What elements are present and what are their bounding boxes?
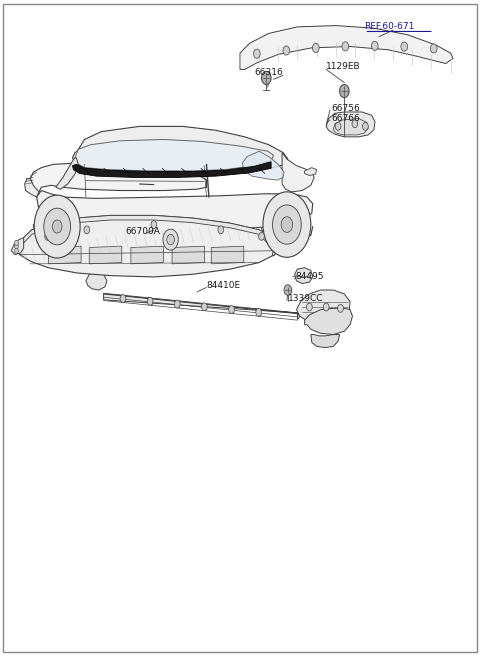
Circle shape [259,232,264,240]
Circle shape [342,42,348,51]
Polygon shape [86,253,105,268]
Circle shape [263,192,311,257]
Polygon shape [242,152,284,180]
Text: REF.60-671: REF.60-671 [364,22,415,31]
Circle shape [262,72,271,85]
Polygon shape [240,26,453,70]
Polygon shape [282,153,314,192]
Circle shape [401,42,408,51]
Polygon shape [264,223,284,256]
Circle shape [151,220,157,228]
Circle shape [45,232,50,240]
Polygon shape [305,168,317,175]
Text: 84495: 84495 [295,272,324,281]
Polygon shape [295,268,313,283]
Circle shape [253,49,260,58]
Circle shape [228,306,234,314]
Polygon shape [297,290,350,324]
Circle shape [372,41,378,51]
Circle shape [84,226,90,234]
Polygon shape [30,163,206,197]
Circle shape [281,216,293,232]
Circle shape [352,120,358,128]
Polygon shape [56,158,78,189]
Circle shape [120,295,126,302]
Circle shape [323,303,329,311]
Polygon shape [24,178,39,197]
Text: 1339CC: 1339CC [288,294,324,303]
Circle shape [174,300,180,308]
Polygon shape [104,293,300,319]
Polygon shape [72,162,271,177]
Circle shape [362,123,368,131]
Circle shape [431,44,437,53]
Polygon shape [19,215,278,277]
Polygon shape [311,335,339,348]
Circle shape [167,234,174,245]
Circle shape [337,304,343,312]
Circle shape [14,240,18,245]
Polygon shape [11,237,24,255]
Text: 66700A: 66700A [125,226,160,236]
Text: 66756: 66756 [331,104,360,113]
Circle shape [273,205,301,244]
Polygon shape [86,272,107,290]
Polygon shape [48,246,81,264]
Polygon shape [72,127,288,173]
Polygon shape [36,190,313,231]
Circle shape [256,308,262,316]
Circle shape [339,85,349,98]
Circle shape [312,43,319,52]
Text: 1129EB: 1129EB [326,62,361,71]
Polygon shape [326,112,375,137]
Polygon shape [333,119,368,135]
Polygon shape [131,246,163,264]
Circle shape [147,297,153,305]
Polygon shape [20,215,278,251]
Polygon shape [211,246,244,264]
Polygon shape [89,246,122,264]
Polygon shape [305,308,352,335]
Circle shape [52,220,62,233]
Polygon shape [75,140,274,171]
Polygon shape [172,246,204,264]
Circle shape [44,208,71,245]
Text: 84410E: 84410E [206,281,240,290]
Text: 66766: 66766 [331,114,360,123]
Circle shape [218,226,224,234]
Circle shape [14,248,18,253]
Circle shape [307,303,312,311]
Circle shape [14,243,18,249]
Text: 66316: 66316 [254,68,283,77]
Circle shape [284,285,292,295]
Circle shape [163,229,178,250]
Circle shape [283,46,289,55]
Circle shape [335,123,341,131]
Circle shape [34,195,80,258]
Circle shape [202,303,207,311]
